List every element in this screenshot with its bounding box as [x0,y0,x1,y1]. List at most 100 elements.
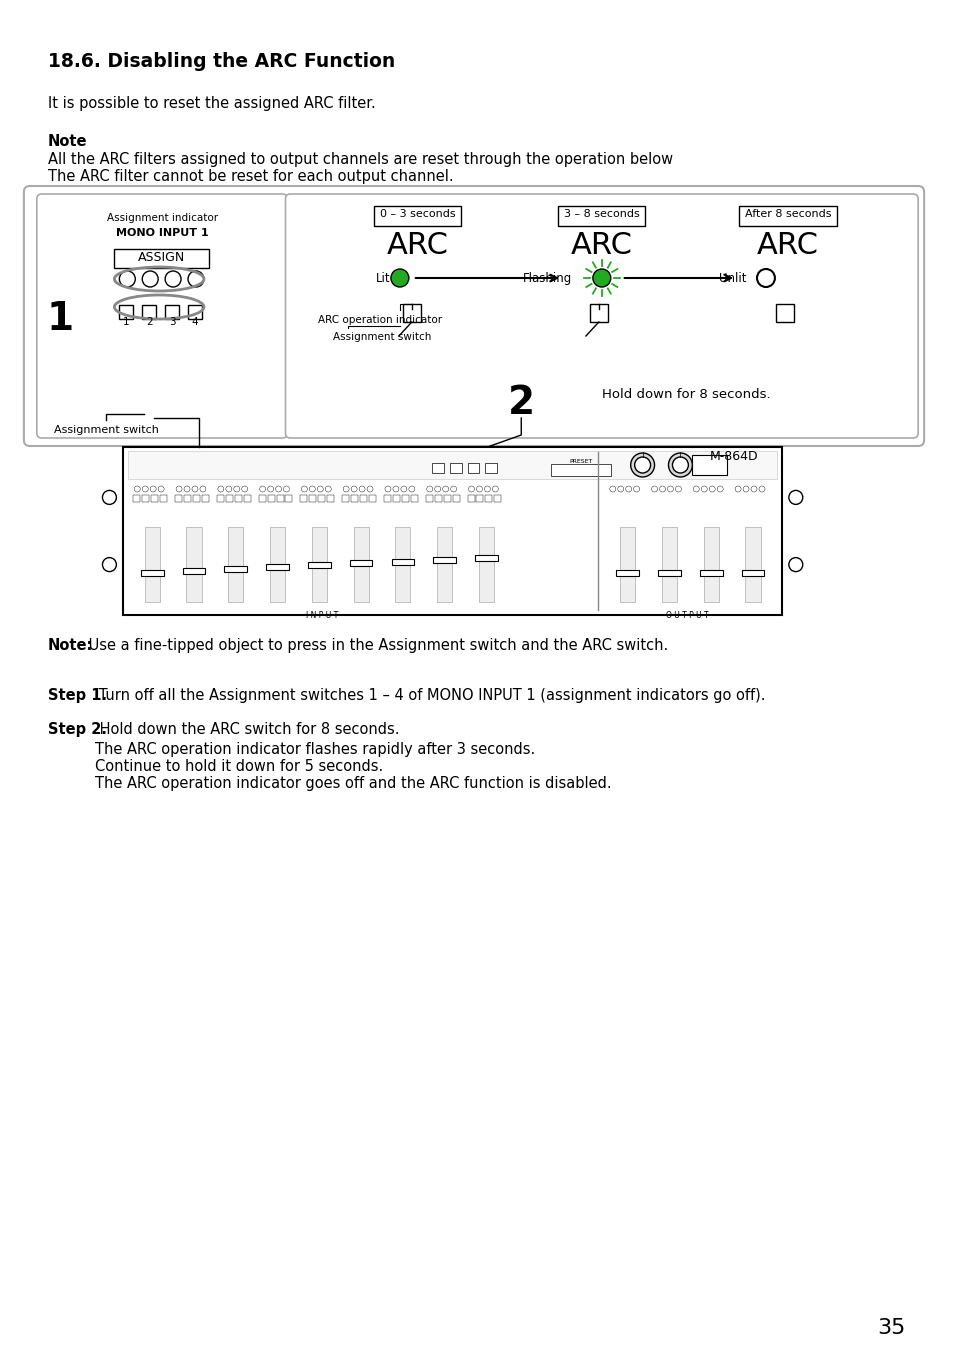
Bar [228,526,243,602]
Circle shape [409,486,415,491]
Circle shape [119,271,135,288]
Circle shape [358,486,365,491]
Bar [141,570,163,575]
Bar [425,495,433,502]
Text: 35: 35 [876,1318,904,1338]
Bar [391,559,414,564]
Circle shape [788,558,801,571]
Circle shape [275,486,281,491]
Bar [226,495,233,502]
Circle shape [391,269,409,288]
Circle shape [150,486,156,491]
Circle shape [283,486,289,491]
Circle shape [192,486,198,491]
Circle shape [188,271,204,288]
Circle shape [609,486,615,491]
Bar [160,495,167,502]
Circle shape [176,486,182,491]
Text: Step 2.: Step 2. [48,722,107,737]
Bar [308,562,331,568]
Circle shape [592,269,610,288]
Circle shape [165,271,181,288]
Bar [354,526,368,602]
Text: M-864D: M-864D [709,450,758,463]
Circle shape [693,486,699,491]
FancyBboxPatch shape [738,207,836,225]
Circle shape [301,486,307,491]
Circle shape [735,486,740,491]
Bar [475,555,497,560]
Circle shape [672,458,688,472]
Bar [193,495,200,502]
Bar [616,570,639,575]
Text: 3: 3 [169,317,175,327]
Bar [395,526,410,602]
Text: PRESET: PRESET [569,459,592,464]
Text: 3 – 8 seconds: 3 – 8 seconds [563,209,639,219]
Circle shape [343,486,349,491]
Circle shape [435,486,440,491]
Circle shape [102,558,116,571]
Circle shape [184,486,190,491]
Bar [485,463,497,472]
Text: 4: 4 [192,317,198,327]
Bar [700,570,721,575]
Bar [327,495,334,502]
Circle shape [309,486,315,491]
Bar [494,495,501,502]
Text: Assignment indicator: Assignment indicator [107,213,217,223]
Text: Note:: Note: [48,639,93,653]
Circle shape [450,486,456,491]
Text: 1: 1 [46,300,73,338]
Text: ARC: ARC [570,231,632,261]
Circle shape [442,486,448,491]
Bar [312,526,327,602]
Text: The ARC operation indicator goes off and the ARC function is disabled.: The ARC operation indicator goes off and… [94,776,611,791]
Bar [119,305,133,319]
Bar [186,526,201,602]
Circle shape [476,486,482,491]
Circle shape [226,486,232,491]
Circle shape [492,486,497,491]
Bar [300,495,307,502]
Circle shape [400,486,406,491]
Bar [309,495,316,502]
Circle shape [134,486,140,491]
Circle shape [217,486,224,491]
Bar [775,304,793,323]
Text: Continue to hold it down for 5 seconds.: Continue to hold it down for 5 seconds. [94,759,382,774]
Text: Turn off all the Assignment switches 1 – 4 of MONO INPUT 1 (assignment indicator: Turn off all the Assignment switches 1 –… [93,688,764,703]
Bar [351,495,357,502]
Text: 1: 1 [123,317,130,327]
Bar [467,463,479,472]
Bar [740,570,763,575]
Bar [184,495,191,502]
Bar [202,495,209,502]
Circle shape [267,486,274,491]
Bar [449,463,461,472]
Circle shape [700,486,706,491]
Circle shape [757,269,774,288]
Text: 18.6. Disabling the ARC Function: 18.6. Disabling the ARC Function [48,53,395,72]
Bar [258,495,265,502]
Text: ASSIGN: ASSIGN [137,251,185,265]
Bar [432,463,443,472]
Bar [658,570,680,575]
Bar [703,526,718,602]
Text: O U T P U T: O U T P U T [665,612,708,620]
Bar [145,526,159,602]
Bar [383,495,391,502]
Bar [165,305,179,319]
Bar [142,305,156,319]
Bar [619,526,635,602]
Circle shape [659,486,665,491]
FancyBboxPatch shape [374,207,461,225]
Bar [285,495,293,502]
Text: All the ARC filters assigned to output channels are reset through the operation : All the ARC filters assigned to output c… [48,153,672,167]
Text: 2: 2 [146,317,152,327]
Bar [216,495,224,502]
FancyBboxPatch shape [558,207,644,225]
Bar [476,495,483,502]
Circle shape [241,486,248,491]
Circle shape [630,454,654,477]
